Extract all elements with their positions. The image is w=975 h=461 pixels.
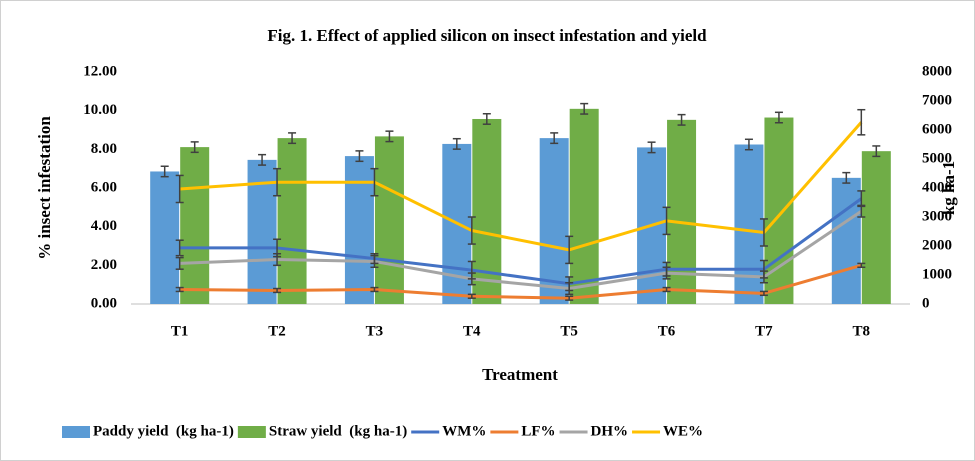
bar (277, 138, 307, 304)
y-tick-label: 0.00 (91, 295, 117, 311)
error-bar (452, 137, 461, 150)
y-axis-title: % insect infestation (35, 116, 54, 260)
error-bar (160, 165, 169, 178)
error-bar (273, 287, 282, 294)
error-bar (759, 270, 768, 284)
error-bar (842, 171, 851, 184)
error-bar (677, 113, 686, 126)
error-bar (872, 145, 881, 158)
x-tick-label: T1 (171, 323, 189, 339)
y2-tick-label: 5000 (922, 150, 952, 166)
error-bar (175, 256, 184, 270)
error-bar (273, 252, 282, 267)
error-bar (759, 218, 768, 247)
error-bar (467, 272, 476, 286)
legend-label: DH% (591, 423, 629, 439)
y2-tick-label: 3000 (922, 208, 952, 224)
line-series (179, 121, 863, 252)
y-tick-label: 4.00 (91, 218, 117, 234)
error-bar (190, 141, 199, 154)
y2-tick-label: 8000 (922, 63, 952, 79)
y2-axis-title: kg ha-1 (939, 161, 958, 215)
y-tick-label: 12.00 (83, 63, 117, 79)
legend-label: Paddy yield (kg ha-1) (93, 423, 234, 439)
legend-swatch (237, 426, 266, 438)
bar (180, 147, 210, 304)
y2-tick-label: 6000 (922, 121, 952, 137)
error-bar (467, 293, 476, 299)
bar (539, 138, 569, 304)
error-bar (580, 102, 589, 115)
x-tick-label: T2 (268, 323, 286, 339)
y2-tick-label: 1000 (922, 266, 952, 282)
y2-tick-label: 0 (922, 295, 930, 311)
error-bar (550, 132, 559, 145)
y2-tick-label: 4000 (922, 179, 952, 195)
y2-tick-label: 2000 (922, 237, 952, 253)
legend-label: LF% (521, 423, 555, 439)
error-bar (370, 167, 379, 197)
y-tick-label: 6.00 (91, 179, 117, 195)
x-tick-label: T3 (366, 323, 384, 339)
error-bar (662, 206, 671, 236)
error-bar (857, 262, 866, 269)
error-bar (385, 130, 394, 143)
error-bar (565, 295, 574, 301)
bar (667, 119, 697, 304)
line-series (179, 209, 863, 291)
bar (344, 156, 374, 304)
error-bar (759, 290, 768, 297)
chart-title: Fig. 1. Effect of applied silicon on ins… (267, 26, 707, 45)
legend-label: Straw yield (kg ha-1) (269, 423, 407, 439)
error-bar (774, 111, 783, 124)
bar (374, 136, 404, 304)
y-tick-label: 10.00 (83, 102, 117, 118)
bar (831, 177, 861, 304)
bar (150, 171, 180, 304)
legend-swatch (62, 426, 90, 438)
x-tick-label: T4 (463, 323, 481, 339)
error-bar (482, 113, 491, 125)
error-bar (565, 281, 574, 296)
error-bar (258, 153, 267, 166)
error-bar (565, 235, 574, 265)
error-bar (370, 286, 379, 293)
error-bar (370, 254, 379, 269)
y2-tick-label: 7000 (922, 92, 952, 108)
error-bar (744, 138, 753, 151)
error-bar (647, 141, 656, 154)
error-bar (273, 167, 282, 197)
error-bar (857, 108, 866, 136)
error-bar (662, 266, 671, 280)
x-tick-label: T8 (853, 323, 871, 339)
y-tick-label: 2.00 (91, 257, 117, 273)
error-bar (175, 174, 184, 204)
error-bar (467, 216, 476, 245)
error-bar (175, 239, 184, 257)
x-tick-label: T5 (560, 323, 578, 339)
legend-label: WE% (663, 423, 703, 439)
error-bar (355, 150, 364, 163)
line-series (179, 263, 862, 300)
error-bar (288, 132, 297, 145)
error-bar (175, 286, 184, 293)
bar (472, 118, 502, 304)
x-axis-title: Treatment (482, 365, 558, 384)
bar (861, 151, 891, 304)
y-tick-label: 8.00 (91, 141, 117, 157)
x-tick-label: T7 (755, 323, 773, 339)
x-tick-label: T6 (658, 323, 676, 339)
error-bar (857, 204, 866, 218)
bar (734, 144, 764, 304)
legend-label: WM% (442, 423, 486, 439)
bar (569, 108, 599, 304)
line-series (179, 197, 863, 286)
error-bar (662, 286, 671, 293)
bar (764, 117, 794, 304)
